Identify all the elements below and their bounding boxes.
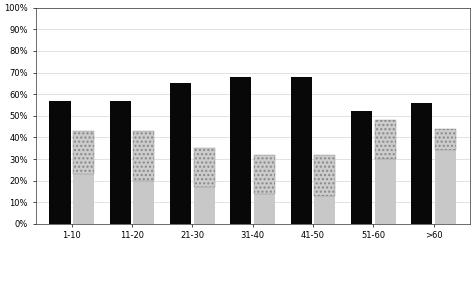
Bar bbox=[351, 111, 372, 224]
Bar bbox=[435, 129, 456, 150]
Bar bbox=[110, 101, 131, 224]
Bar bbox=[411, 103, 432, 224]
Bar bbox=[254, 155, 275, 194]
Bar bbox=[133, 131, 155, 181]
Bar bbox=[314, 196, 335, 224]
Bar bbox=[193, 187, 215, 224]
Bar bbox=[73, 174, 94, 224]
Bar bbox=[49, 101, 71, 224]
Bar bbox=[314, 155, 335, 196]
Bar bbox=[291, 77, 312, 224]
Bar bbox=[133, 181, 155, 224]
Bar bbox=[230, 77, 252, 224]
Bar bbox=[435, 150, 456, 224]
Bar bbox=[254, 194, 275, 224]
Bar bbox=[374, 120, 396, 159]
Bar bbox=[170, 83, 191, 224]
Bar bbox=[73, 131, 94, 174]
Bar bbox=[374, 159, 396, 224]
Bar bbox=[193, 148, 215, 187]
